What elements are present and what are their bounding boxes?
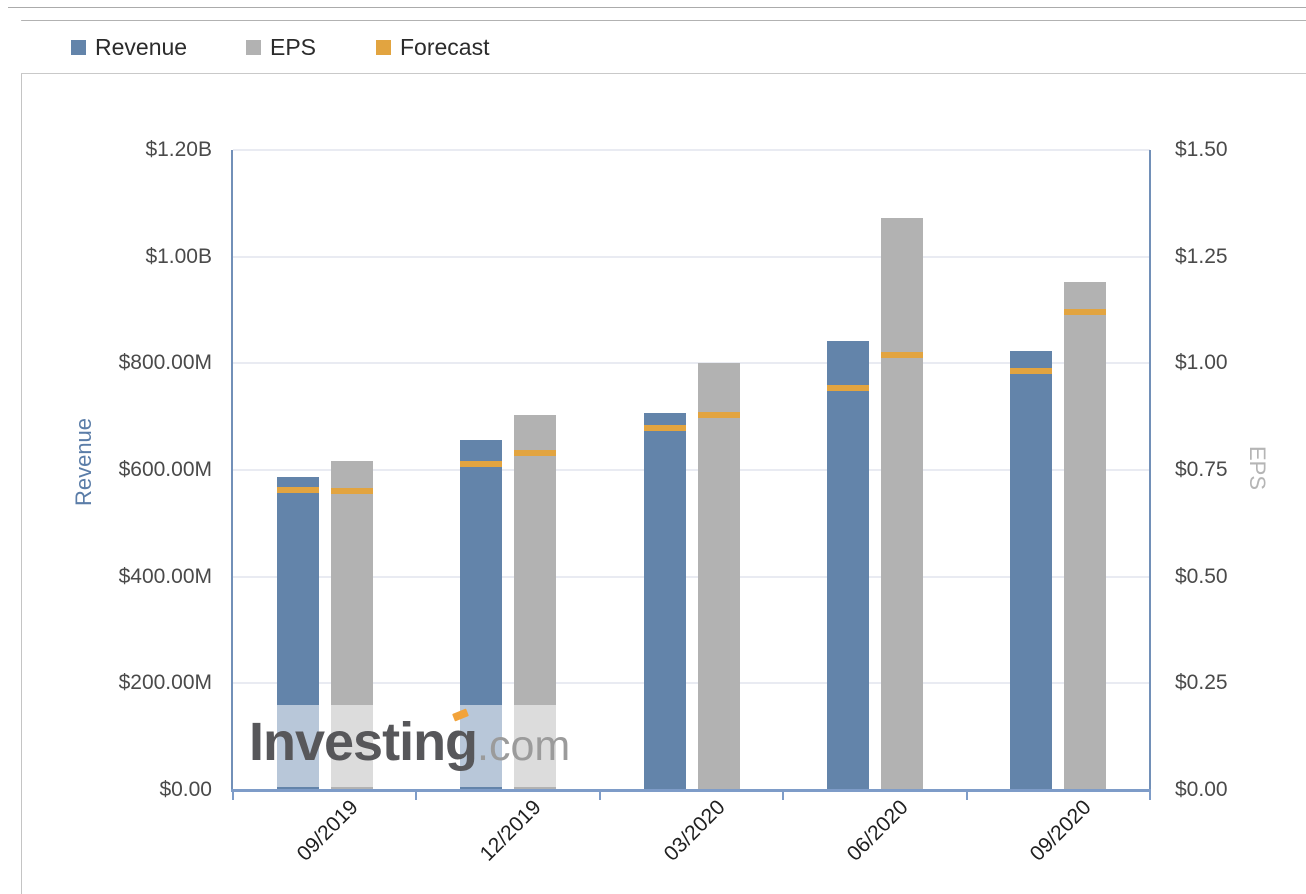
legend-item-eps[interactable]: EPS bbox=[246, 21, 316, 73]
eps-swatch-icon bbox=[246, 39, 261, 55]
left-axis-tick-label: $400.00M bbox=[118, 564, 212, 588]
eps-forecast-marker[interactable] bbox=[330, 488, 373, 495]
eps-bar[interactable] bbox=[880, 218, 923, 790]
revenue-forecast-marker[interactable] bbox=[643, 424, 686, 431]
eps-forecast-marker[interactable] bbox=[880, 351, 923, 358]
left-axis-line bbox=[231, 150, 233, 790]
top-divider bbox=[8, 7, 1306, 8]
right-axis-tick-label: $1.25 bbox=[1175, 244, 1228, 268]
revenue-forecast-marker[interactable] bbox=[460, 461, 503, 468]
eps-bar[interactable] bbox=[697, 363, 740, 790]
right-axis-tick-label: $0.75 bbox=[1175, 458, 1228, 481]
revenue-forecast-marker[interactable] bbox=[276, 486, 319, 493]
revenue-forecast-marker[interactable] bbox=[826, 384, 869, 391]
right-axis-tick-label: $1.50 bbox=[1175, 138, 1228, 161]
x-axis-tick bbox=[782, 792, 785, 800]
gridline bbox=[233, 149, 1150, 151]
gridline bbox=[233, 682, 1150, 685]
revenue-swatch-icon bbox=[71, 39, 86, 55]
gridline bbox=[233, 575, 1150, 578]
right-axis-tick-label: $1.00 bbox=[1175, 351, 1228, 375]
revenue-forecast-marker[interactable] bbox=[1010, 367, 1053, 374]
legend-item-forecast[interactable]: Forecast bbox=[376, 21, 489, 73]
right-axis-tick-label: $0.00 bbox=[1175, 778, 1228, 801]
right-axis-title: EPS bbox=[1245, 445, 1270, 491]
left-axis-tick-label: $1.20B bbox=[145, 138, 212, 161]
watermark: Investing.com bbox=[233, 705, 600, 787]
x-axis-tick bbox=[232, 792, 234, 800]
bottom-axis-line bbox=[231, 789, 1151, 792]
eps-forecast-marker[interactable] bbox=[514, 449, 557, 456]
legend: Revenue EPS Forecast bbox=[21, 21, 1306, 74]
watermark-suffix-text: .com bbox=[477, 722, 571, 770]
left-axis-tick-label: $200.00M bbox=[118, 671, 212, 695]
eps-bar[interactable] bbox=[1064, 282, 1107, 790]
watermark-brand-text: Investing bbox=[249, 712, 478, 772]
eps-forecast-marker[interactable] bbox=[697, 411, 740, 418]
left-axis-title: Revenue bbox=[71, 417, 96, 507]
revenue-bar[interactable] bbox=[826, 341, 869, 790]
revenue-bar[interactable] bbox=[643, 412, 686, 790]
left-axis-tick-label: $0.00 bbox=[159, 778, 212, 801]
left-axis-tick-label: $1.00B bbox=[145, 244, 212, 268]
forecast-swatch-icon bbox=[376, 39, 391, 55]
x-axis-category-label: 09/2019 bbox=[292, 795, 363, 866]
legend-label-eps: EPS bbox=[270, 33, 317, 60]
right-axis-line bbox=[1149, 150, 1151, 799]
x-axis-category-label: 12/2019 bbox=[475, 795, 546, 866]
left-axis-tick-label: $600.00M bbox=[118, 458, 212, 481]
gridline bbox=[233, 255, 1150, 258]
x-axis-category-label: 06/2020 bbox=[842, 795, 913, 866]
x-axis-category-label: 09/2020 bbox=[1025, 795, 1096, 866]
legend-item-revenue[interactable]: Revenue bbox=[71, 21, 187, 73]
chart-panel bbox=[21, 20, 1306, 894]
right-axis-tick-label: $0.25 bbox=[1175, 671, 1228, 695]
revenue-bar[interactable] bbox=[1010, 350, 1053, 790]
investing-logo: Investing.com bbox=[249, 708, 571, 773]
eps-forecast-marker[interactable] bbox=[1064, 309, 1107, 316]
x-axis-tick bbox=[415, 792, 418, 800]
x-axis-tick bbox=[598, 792, 601, 800]
gridline bbox=[233, 469, 1150, 471]
legend-label-forecast: Forecast bbox=[400, 33, 490, 60]
legend-label-revenue: Revenue bbox=[95, 33, 188, 60]
right-axis-tick-label: $0.50 bbox=[1175, 564, 1228, 588]
x-axis-category-label: 03/2020 bbox=[659, 795, 730, 866]
left-axis-tick-label: $800.00M bbox=[118, 351, 212, 375]
x-axis-tick bbox=[1149, 792, 1151, 800]
x-axis-tick bbox=[965, 792, 968, 800]
gridline bbox=[233, 362, 1150, 365]
